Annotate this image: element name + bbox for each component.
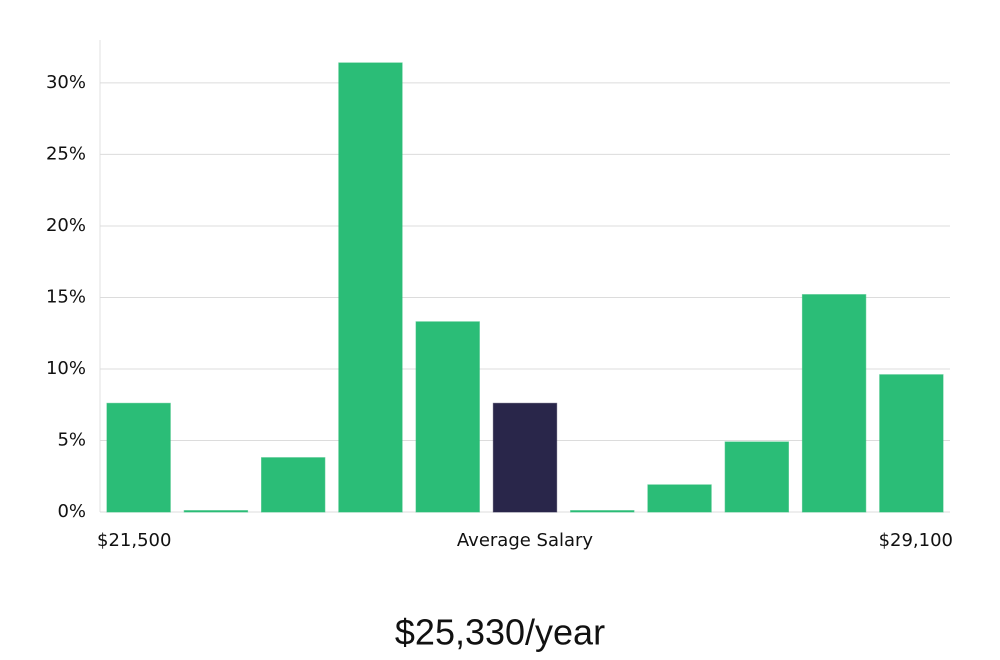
bar: [183, 510, 249, 513]
bar: [338, 62, 403, 513]
bar: [492, 402, 558, 513]
x-tick-label: Average Salary: [457, 530, 594, 551]
bar: [879, 374, 944, 513]
bar: [801, 294, 867, 513]
y-tick-label: 20%: [46, 215, 86, 236]
average-salary-summary: $25,330/year: [395, 612, 605, 653]
bar: [415, 321, 480, 513]
bar: [647, 484, 712, 513]
y-tick-label: 5%: [57, 429, 86, 450]
x-tick-label: $21,500: [97, 530, 171, 551]
x-tick-label: $29,100: [879, 530, 953, 551]
bar: [724, 441, 789, 513]
y-tick-label: 30%: [46, 72, 86, 93]
y-tick-label: 15%: [46, 286, 86, 307]
bar: [261, 457, 326, 513]
y-tick-label: 0%: [57, 501, 86, 522]
bar: [570, 510, 635, 513]
y-tick-label: 25%: [46, 143, 86, 164]
y-tick-label: 10%: [46, 358, 86, 379]
bar: [106, 402, 171, 513]
